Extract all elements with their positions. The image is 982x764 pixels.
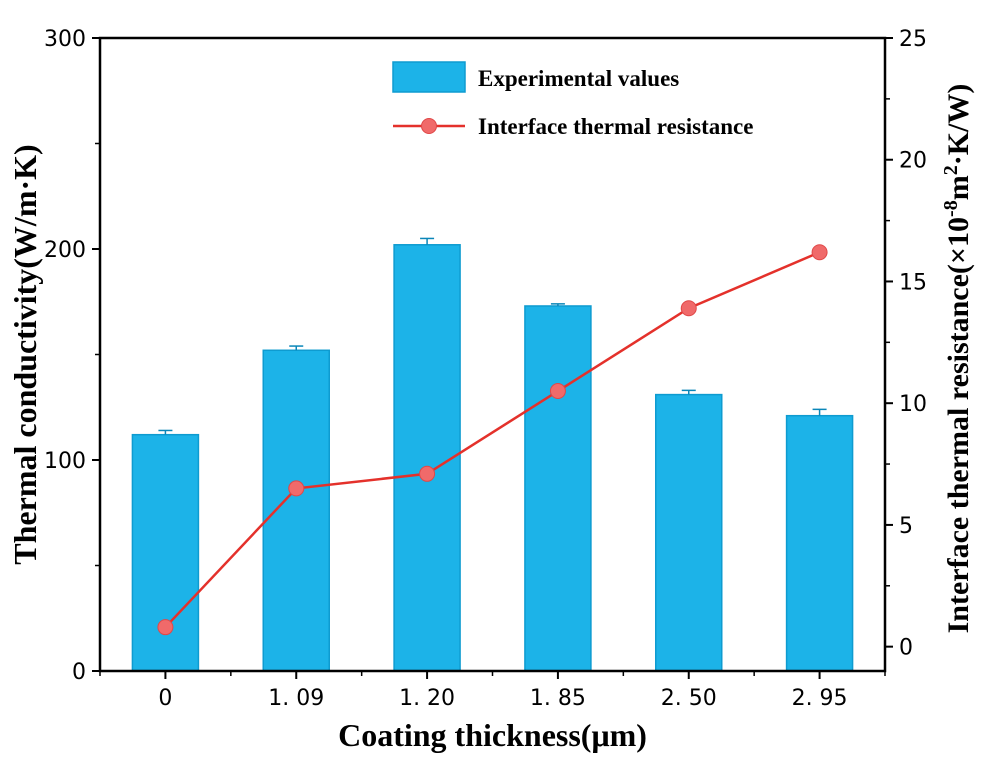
right-tick-label-1: 5 bbox=[899, 514, 913, 539]
bar-0 bbox=[131, 433, 200, 672]
legend-swatch-experimental bbox=[392, 61, 466, 93]
right-tick-label-4: 20 bbox=[899, 149, 927, 174]
left-tick-label-0: 0 bbox=[72, 660, 86, 685]
x-tick-label-3: 1. 85 bbox=[530, 686, 586, 711]
resistance-point-4 bbox=[680, 300, 697, 317]
left-tick-label-2: 200 bbox=[44, 238, 86, 263]
legend-label-experimental: Experimental values bbox=[478, 66, 679, 91]
resistance-line-layer bbox=[157, 244, 828, 636]
axis-ticks bbox=[92, 37, 893, 679]
right-tick-label-0: 0 bbox=[899, 636, 913, 661]
x-tick-label-4: 2. 50 bbox=[661, 686, 717, 711]
x-tick-label-0: 0 bbox=[158, 686, 172, 711]
resistance-point-1 bbox=[288, 480, 305, 497]
legend-swatch-resistance-marker bbox=[421, 118, 437, 134]
right-y-title-base: Interface thermal resistance(×10 bbox=[942, 217, 975, 633]
right-y-title-tail: ·K/W) bbox=[942, 84, 975, 166]
bar-1 bbox=[262, 349, 330, 672]
right-y-title-square: 2 bbox=[940, 165, 962, 175]
resistance-line bbox=[164, 251, 821, 629]
error-bars-layer bbox=[158, 237, 827, 435]
bars-layer bbox=[131, 244, 854, 672]
resistance-point-0 bbox=[157, 619, 174, 636]
bar-4 bbox=[655, 393, 723, 672]
legend-label-resistance: Interface thermal resistance bbox=[478, 114, 753, 139]
legend: Experimental values Interface thermal re… bbox=[392, 61, 753, 139]
left-tick-label-3: 300 bbox=[44, 27, 86, 52]
left-y-axis-title: Thermal conductivity(W/m·K) bbox=[7, 144, 43, 564]
x-tick-label-5: 2. 95 bbox=[792, 686, 848, 711]
right-y-title-exponent: -8 bbox=[940, 200, 962, 217]
left-tick-label-1: 100 bbox=[44, 449, 86, 474]
resistance-point-3 bbox=[549, 383, 566, 400]
tick-labels: 0 100 200 300 0 5 10 15 20 25 0 1. 09 1. 20 1. 85 2. 5… bbox=[44, 27, 927, 711]
x-axis-title: Coating thickness(μm) bbox=[338, 717, 647, 753]
bar-2 bbox=[393, 244, 461, 672]
x-tick-label-2: 1. 20 bbox=[399, 686, 455, 711]
right-tick-label-5: 25 bbox=[899, 27, 927, 52]
right-tick-label-3: 15 bbox=[899, 270, 927, 295]
bar-5 bbox=[785, 414, 854, 672]
right-y-title-unit: m bbox=[942, 175, 975, 200]
right-y-axis-title: Interface thermal resistance(×10-8m2·K/W… bbox=[940, 84, 975, 634]
resistance-point-2 bbox=[419, 465, 436, 482]
resistance-point-5 bbox=[811, 244, 828, 261]
x-tick-label-1: 1. 09 bbox=[268, 686, 324, 711]
bar-3 bbox=[524, 305, 592, 672]
right-tick-label-2: 10 bbox=[899, 392, 927, 417]
